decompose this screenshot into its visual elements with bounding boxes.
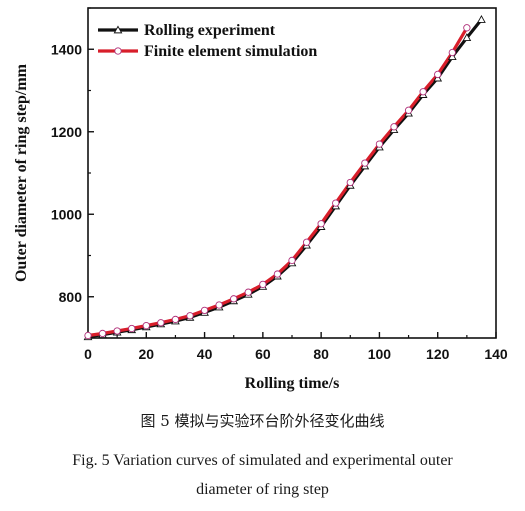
x-tick-label: 20 [138, 346, 154, 362]
figure-caption-english-line1: Fig. 5 Variation curves of simulated and… [72, 452, 453, 469]
data-point-simulation [390, 123, 398, 131]
series-layer [83, 15, 486, 341]
x-tick-label: 40 [197, 346, 213, 362]
y-axis-title: Outer diameter of ring step/mm [13, 63, 30, 282]
axes: 0 20 40 60 80 100 120 140 800 1000 1200 1400 Rolling… [13, 7, 508, 392]
data-point-simulation [419, 88, 427, 96]
y-tick-label: 1000 [51, 206, 82, 222]
data-point-simulation [463, 24, 471, 32]
legend-marker-experiment [113, 25, 123, 34]
x-tick-label: 120 [426, 346, 450, 362]
data-point-simulation [230, 295, 238, 303]
data-point-simulation [404, 106, 413, 114]
data-point-simulation [375, 140, 384, 148]
x-axis-title: Rolling time/s [245, 375, 340, 392]
data-point-simulation [142, 321, 150, 330]
data-point-simulation [157, 319, 165, 327]
data-point-simulation [317, 220, 325, 228]
figure-caption-chinese: 图 5 模拟与实验环台阶外径变化曲线 [140, 412, 385, 430]
data-point-simulation [244, 288, 252, 296]
data-point-simulation [186, 312, 194, 320]
x-tick-label: 80 [313, 346, 329, 362]
data-point-simulation [332, 199, 340, 207]
legend-label-experiment: Rolling experiment [144, 22, 276, 39]
series-line-simulation [86, 26, 469, 338]
data-point-simulation [128, 324, 136, 333]
legend-marker-simulation [114, 47, 122, 55]
data-point-simulation [273, 270, 282, 278]
data-point-simulation [434, 70, 442, 79]
data-point-experiment [462, 33, 472, 42]
x-tick-label: 0 [84, 346, 92, 362]
y-tick-label: 1200 [51, 124, 82, 140]
chart: 0 20 40 60 80 100 120 140 800 1000 1200 1400 Rolling… [13, 7, 508, 392]
data-point-simulation [259, 280, 267, 289]
data-point-simulation [215, 301, 223, 309]
data-point-experiment [477, 15, 486, 23]
y-tick-label: 800 [59, 289, 83, 305]
data-point-simulation [200, 306, 209, 315]
x-tick-label: 140 [484, 346, 508, 362]
data-point-simulation [288, 256, 296, 265]
data-point-simulation [361, 159, 369, 167]
data-point-simulation [98, 329, 107, 338]
data-point-simulation [302, 238, 311, 246]
data-point-experiment [447, 52, 457, 61]
y-tick-label: 1400 [51, 41, 82, 57]
legend: Rolling experiment Finite element simulat… [98, 22, 317, 60]
data-point-simulation [84, 331, 92, 340]
series-line-experiment [86, 18, 483, 339]
x-tick-label: 60 [255, 346, 271, 362]
figure-caption-english-line2: diameter of ring step [196, 481, 329, 498]
data-point-simulation [171, 315, 180, 324]
x-tick-label: 100 [368, 346, 392, 362]
data-point-simulation [346, 178, 354, 187]
legend-label-simulation: Finite element simulation [144, 43, 317, 60]
data-point-simulation [448, 48, 456, 57]
data-point-simulation [113, 327, 121, 335]
